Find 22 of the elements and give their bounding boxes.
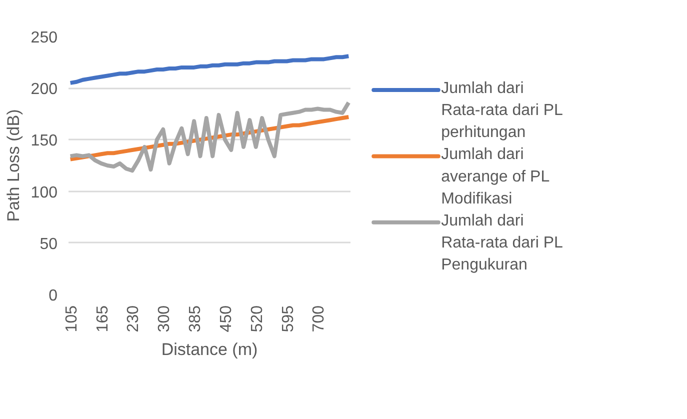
x-tick-label: 450 [218, 305, 235, 332]
x-tick-label: 520 [248, 305, 266, 332]
x-tick-label: 700 [310, 305, 328, 332]
x-tick-label: 230 [125, 305, 142, 332]
y-tick-label: 0 [48, 288, 58, 304]
legend-label: Jumlah dari averange of PL Modifikasi [441, 146, 550, 208]
x-tick-label: 105 [63, 305, 80, 332]
line-series [68, 54, 350, 85]
x-tick-label: 165 [94, 305, 112, 332]
y-tick-label: 150 [30, 132, 58, 150]
y-tick-label: 50 [40, 236, 58, 253]
y-tick-label: 100 [30, 184, 58, 202]
y-axis-title: Path Loss (dB) [4, 109, 23, 222]
x-axis-title: Distance (m) [161, 340, 258, 360]
y-tick-label: 200 [30, 81, 58, 98]
legend-label: Jumlah dari Rata-rata dari PL perhitungan [441, 80, 564, 142]
x-tick-label: 385 [187, 305, 204, 332]
x-tick-label: 300 [156, 305, 174, 332]
y-tick-label: 250 [30, 30, 58, 46]
x-tick-label: 595 [280, 305, 297, 332]
line-series [68, 100, 350, 173]
legend-label: Jumlah dari Rata-rata dari PL Pengukuran [441, 212, 564, 274]
